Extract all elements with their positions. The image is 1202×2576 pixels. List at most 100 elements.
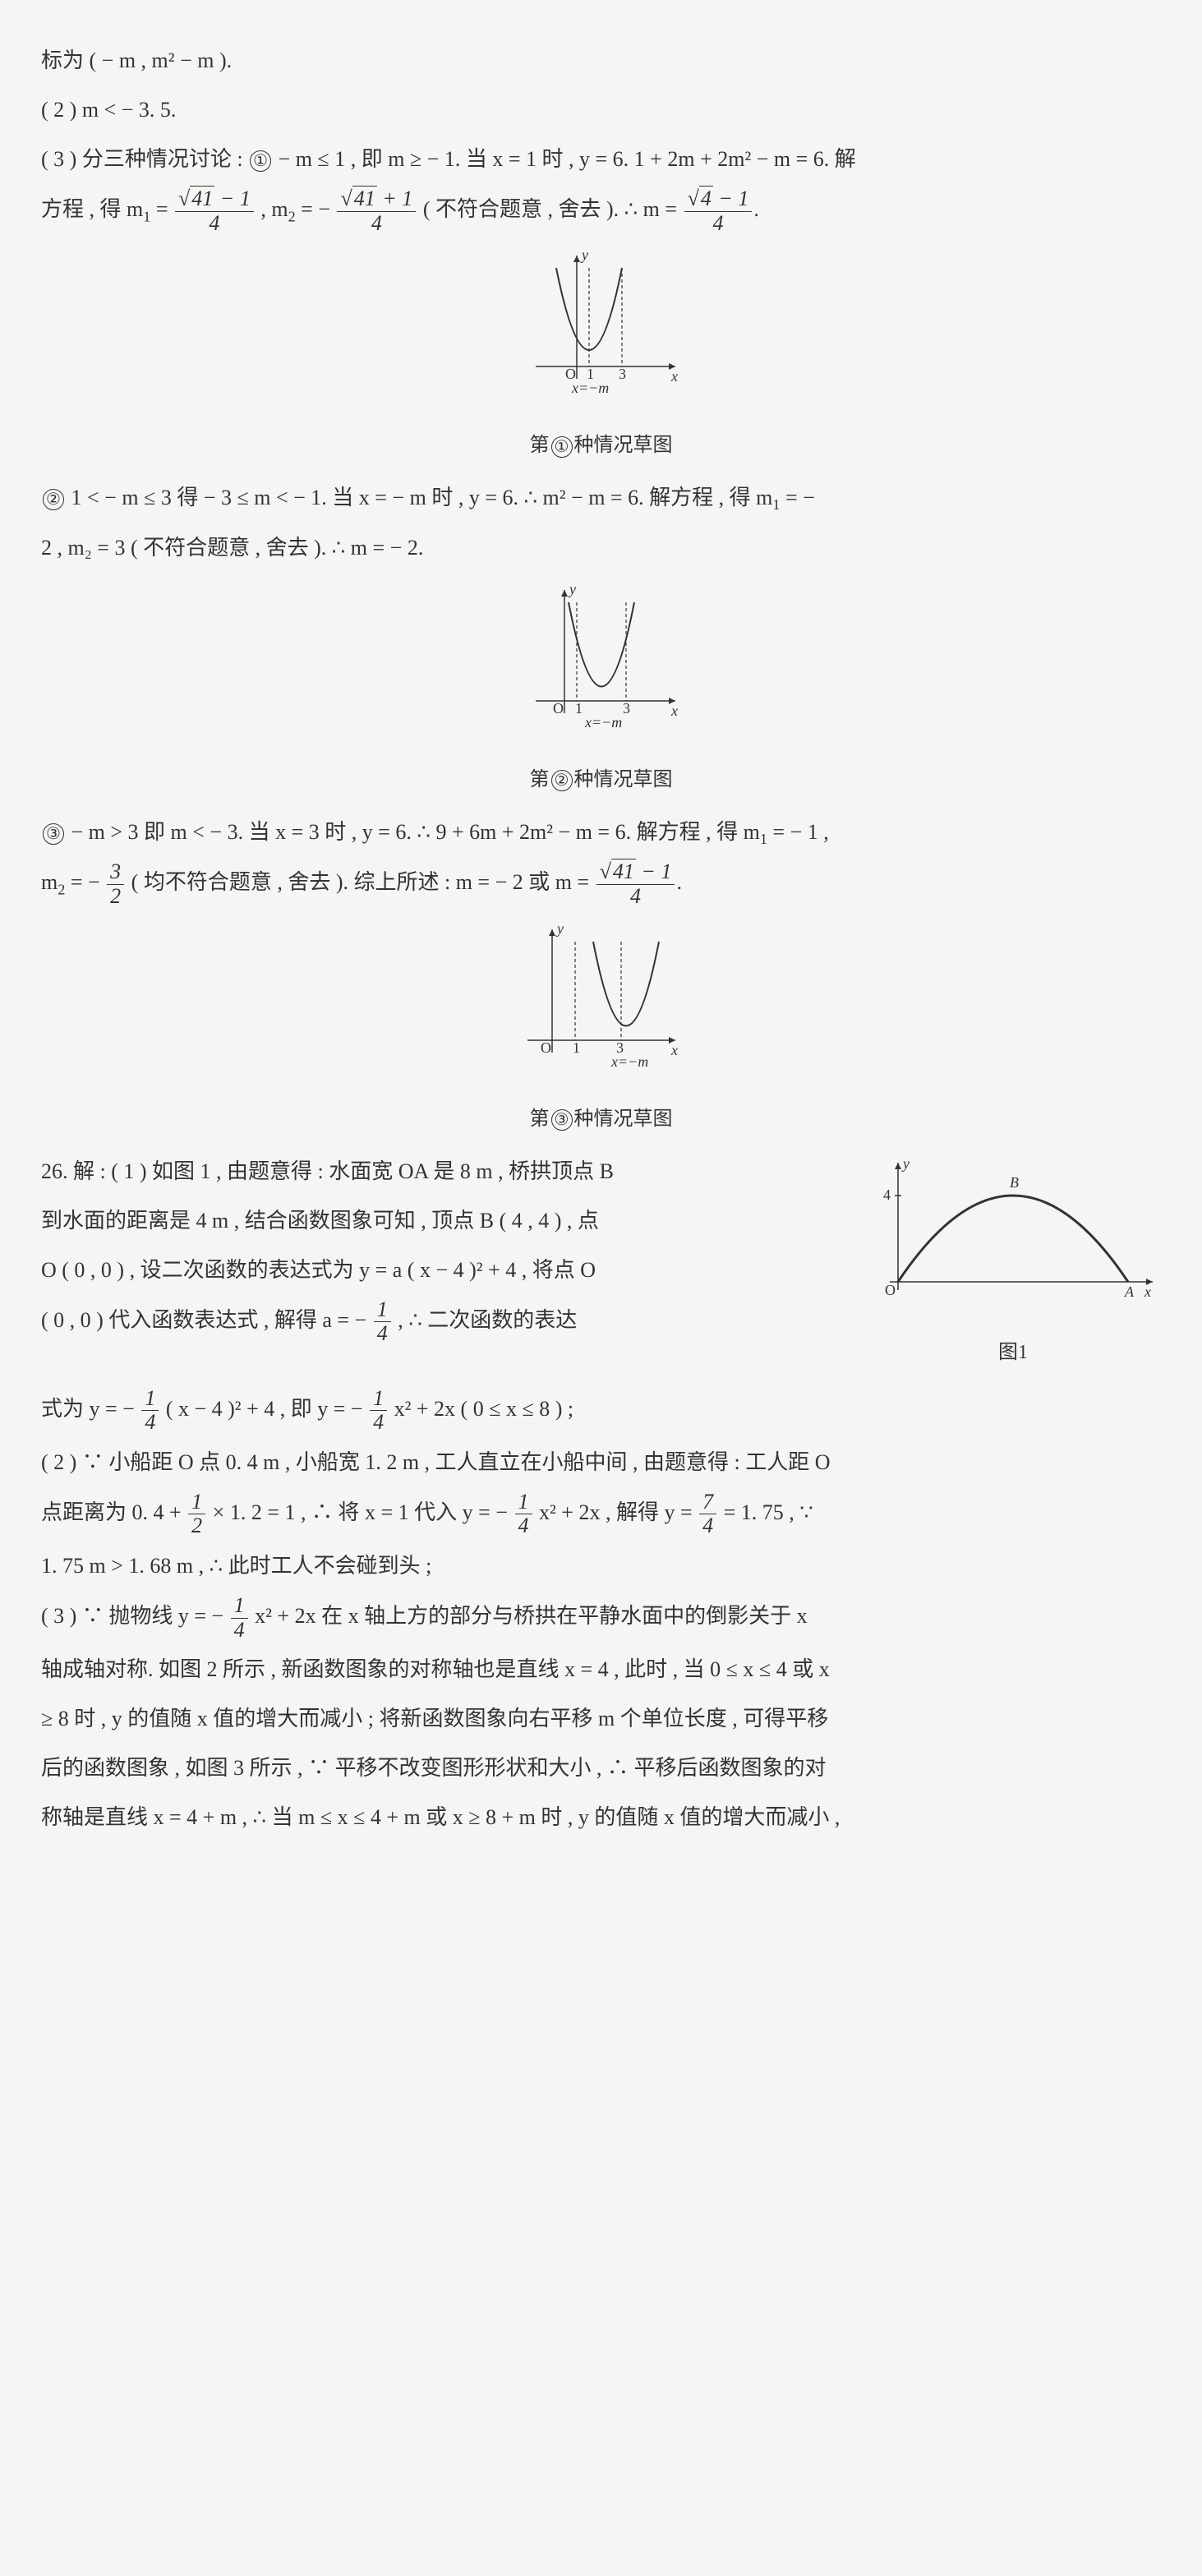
svg-text:y: y bbox=[580, 247, 588, 263]
text: x² + 2x , 解得 y = bbox=[534, 1500, 698, 1524]
case-2: ② 1 < − m ≤ 3 得 − 3 ≤ m < − 1. 当 x = − m… bbox=[41, 477, 1161, 520]
case-3: ③ − m > 3 即 m < − 3. 当 x = 3 时 , y = 6. … bbox=[41, 811, 1161, 855]
part3-line5: 称轴是直线 x = 4 + m , ∴ 当 m ≤ x ≤ 4 + m 或 x … bbox=[41, 1796, 1161, 1839]
part3-line3: ≥ 8 时 , y 的值随 x 值的增大而减小 ; 将新函数图象向右平移 m 个… bbox=[41, 1698, 1161, 1740]
text: O ( 0 , 0 ) , 设二次函数的表达式为 y = a ( x − 4 )… bbox=[41, 1258, 596, 1282]
svg-text:x=−m: x=−m bbox=[610, 1053, 648, 1070]
figure-caption-1: 第①种情况草图 bbox=[41, 426, 1161, 465]
text: 后的函数图象 , 如图 3 所示 , ∵ 平移不改变图形形状和大小 , ∴ 平移… bbox=[41, 1756, 827, 1780]
text: 轴成轴对称. 如图 2 所示 , 新函数图象的对称轴也是直线 x = 4 , 此… bbox=[41, 1657, 830, 1681]
circled-3-icon: ③ bbox=[551, 1109, 573, 1131]
parabola-graph-1: O 1 3 x y x=−m bbox=[511, 243, 692, 408]
svg-text:y: y bbox=[901, 1155, 910, 1172]
svg-text:O: O bbox=[541, 1039, 551, 1056]
svg-text:4: 4 bbox=[883, 1187, 891, 1203]
fraction: 32 bbox=[107, 860, 124, 908]
figure-case-2: O 1 3 x y x=−m 第②种情况草图 bbox=[41, 578, 1161, 800]
fraction: 74 bbox=[699, 1491, 716, 1538]
circled-1-icon: ① bbox=[250, 150, 271, 172]
text: 26. 解 : ( 1 ) 如图 1 , 由题意得 : 水面宽 OA 是 8 m… bbox=[41, 1159, 614, 1183]
svg-text:A: A bbox=[1124, 1283, 1135, 1300]
text: . bbox=[753, 197, 759, 221]
svg-text:x: x bbox=[670, 703, 678, 719]
text: 称轴是直线 x = 4 + m , ∴ 当 m ≤ x ≤ 4 + m 或 x … bbox=[41, 1805, 840, 1829]
text: 1 < − m ≤ 3 得 − 3 ≤ m < − 1. 当 x = − m 时… bbox=[66, 486, 772, 509]
text: = bbox=[150, 197, 173, 221]
text: , m bbox=[256, 197, 288, 221]
part3-line2: 轴成轴对称. 如图 2 所示 , 新函数图象的对称轴也是直线 x = 4 , 此… bbox=[41, 1648, 1161, 1691]
svg-text:O: O bbox=[553, 700, 564, 717]
text: ( 3 ) 分三种情况讨论 : bbox=[41, 147, 248, 171]
case-intro: ( 3 ) 分三种情况讨论 : ① − m ≤ 1 , 即 m ≥ − 1. 当… bbox=[41, 138, 1161, 181]
figure-caption-2: 第②种情况草图 bbox=[41, 760, 1161, 800]
svg-text:x=−m: x=−m bbox=[571, 380, 609, 396]
svg-text:y: y bbox=[568, 581, 576, 597]
text: − m > 3 即 m < − 3. 当 x = 3 时 , y = 6. ∴ … bbox=[66, 820, 760, 844]
text: m bbox=[41, 870, 58, 894]
figure-caption-3: 第③种情况草图 bbox=[41, 1099, 1161, 1139]
svg-text:3: 3 bbox=[623, 700, 630, 717]
text: x² + 2x 在 x 轴上方的部分与桥拱在平静水面中的倒影关于 x bbox=[250, 1604, 808, 1628]
subscript: 2 bbox=[288, 208, 296, 224]
svg-text:x: x bbox=[670, 368, 678, 385]
text: ( 0 , 0 ) 代入函数表达式 , 解得 a = − bbox=[41, 1308, 372, 1332]
q26-line5: 式为 y = − 14 ( x − 4 )² + 4 , 即 y = − 14 … bbox=[41, 1387, 1161, 1435]
figure-1-bridge: O 4 A B x y 图1 bbox=[865, 1150, 1161, 1372]
text: ( x − 4 )² + 4 , 即 y = − bbox=[160, 1397, 368, 1421]
circled-1-icon: ① bbox=[551, 436, 573, 458]
text: ( 均不符合题意 , 舍去 ). 综上所述 : m = − 2 或 m = bbox=[126, 870, 594, 894]
text: = − 1 , bbox=[767, 820, 829, 844]
subscript: 1 bbox=[760, 831, 767, 847]
subscript: 2 bbox=[58, 882, 65, 898]
text: 方程 , 得 m bbox=[41, 197, 143, 221]
fraction: √4 − 14 bbox=[684, 187, 753, 235]
svg-text:O: O bbox=[885, 1282, 896, 1298]
text: 2 , m₂ = 3 ( 不符合题意 , 舍去 ). ∴ m = − 2. bbox=[41, 536, 423, 560]
parabola-graph-3: O 1 3 x y x=−m bbox=[511, 917, 692, 1081]
text: ( 2 ) ∵ 小船距 O 点 0. 4 m , 小船宽 1. 2 m , 工人… bbox=[41, 1450, 831, 1474]
part3-line4: 后的函数图象 , 如图 3 所示 , ∵ 平移不改变图形形状和大小 , ∴ 平移… bbox=[41, 1747, 1161, 1790]
text: , ∴ 二次函数的表达 bbox=[393, 1308, 578, 1332]
fraction: 14 bbox=[370, 1387, 387, 1435]
svg-text:y: y bbox=[555, 920, 564, 937]
circled-3-icon: ③ bbox=[43, 823, 64, 845]
text: = − bbox=[296, 197, 336, 221]
svg-text:x: x bbox=[670, 1042, 678, 1058]
line-cond-2: ( 2 ) m < − 3. 5. bbox=[41, 89, 1161, 131]
part3-line1: ( 3 ) ∵ 抛物线 y = − 14 x² + 2x 在 x 轴上方的部分与… bbox=[41, 1594, 1161, 1642]
text: ≥ 8 时 , y 的值随 x 值的增大而减小 ; 将新函数图象向右平移 m 个… bbox=[41, 1707, 828, 1730]
circled-2-icon: ② bbox=[551, 770, 573, 791]
svg-text:1: 1 bbox=[573, 1039, 580, 1056]
svg-text:1: 1 bbox=[575, 700, 583, 717]
text: 1. 75 m > 1. 68 m , ∴ 此时工人不会碰到头 ; bbox=[41, 1554, 431, 1578]
parabola-graph-2: O 1 3 x y x=−m bbox=[511, 578, 692, 742]
text: = − bbox=[65, 870, 105, 894]
text: × 1. 2 = 1 , ∴ 将 x = 1 代入 y = − bbox=[207, 1500, 513, 1524]
text: − m ≤ 1 , 即 m ≥ − 1. 当 x = 1 时 , y = 6. … bbox=[273, 147, 856, 171]
part2-line1: ( 2 ) ∵ 小船距 O 点 0. 4 m , 小船宽 1. 2 m , 工人… bbox=[41, 1441, 1161, 1484]
text: 标为 ( − m , m² − m ). bbox=[41, 48, 232, 72]
fraction: 14 bbox=[374, 1298, 391, 1346]
fraction: 14 bbox=[231, 1594, 248, 1642]
circled-2-icon: ② bbox=[43, 489, 64, 510]
fraction: √41 + 14 bbox=[337, 187, 416, 235]
fraction: 14 bbox=[515, 1491, 532, 1538]
text: 式为 y = − bbox=[41, 1397, 140, 1421]
equation-line-1: 方程 , 得 m1 = √41 − 14 , m2 = − √41 + 14 (… bbox=[41, 187, 1161, 235]
text: ( 不符合题意 , 舍去 ). ∴ m = bbox=[417, 197, 682, 221]
text: x² + 2x ( 0 ≤ x ≤ 8 ) ; bbox=[389, 1397, 573, 1421]
case-2-cont: 2 , m₂ = 3 ( 不符合题意 , 舍去 ). ∴ m = − 2. bbox=[41, 527, 1161, 569]
text: ( 3 ) ∵ 抛物线 y = − bbox=[41, 1604, 229, 1628]
subscript: 1 bbox=[143, 208, 150, 224]
text: = 1. 75 , ∵ bbox=[718, 1500, 813, 1524]
text: . bbox=[676, 870, 682, 894]
svg-text:x: x bbox=[1144, 1283, 1151, 1300]
figure-1-caption: 图1 bbox=[865, 1333, 1161, 1372]
part2-line2: 点距离为 0. 4 + 12 × 1. 2 = 1 , ∴ 将 x = 1 代入… bbox=[41, 1491, 1161, 1538]
text: 点距离为 0. 4 + bbox=[41, 1500, 187, 1524]
fraction: √41 − 14 bbox=[175, 187, 254, 235]
svg-text:3: 3 bbox=[619, 366, 626, 382]
part2-line3: 1. 75 m > 1. 68 m , ∴ 此时工人不会碰到头 ; bbox=[41, 1545, 1161, 1588]
line-coords: 标为 ( − m , m² − m ). bbox=[41, 39, 1161, 82]
fraction: √41 − 14 bbox=[596, 860, 675, 908]
